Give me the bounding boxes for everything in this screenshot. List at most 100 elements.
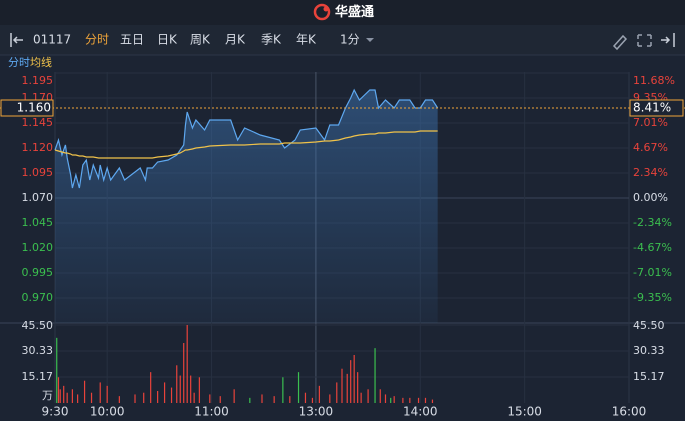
tab[interactable]: 五日 xyxy=(120,33,144,47)
tab[interactable]: 周K xyxy=(190,33,211,47)
y2-tick-label: 4.67% xyxy=(633,141,668,154)
y-tick-label: 1.045 xyxy=(22,216,54,229)
x-tick-label: 14:00 xyxy=(403,405,438,419)
collapse-icon[interactable] xyxy=(10,33,23,47)
tab-bar: 分时 五日 日K 周K 月K 季K 年K xyxy=(85,33,317,47)
volume-bar xyxy=(57,377,60,403)
volume-tick-label: 30.33 xyxy=(22,344,54,357)
tab[interactable]: 月K xyxy=(225,33,246,47)
volume-bar xyxy=(183,343,185,403)
y2-tick-label: -7.01% xyxy=(633,266,672,279)
volume-bar xyxy=(329,394,331,403)
y2-tick-label: -9.35% xyxy=(633,291,672,304)
volume-bar xyxy=(273,396,275,403)
volume-bar xyxy=(289,396,291,403)
volume-bar xyxy=(179,375,181,403)
y2-tick-label: 0.00% xyxy=(633,191,668,204)
volume-bar xyxy=(318,385,320,403)
volume-bar xyxy=(71,389,73,403)
y-tick-label: 0.970 xyxy=(22,291,54,304)
x-tick-label: 15:00 xyxy=(507,405,542,419)
toolbar xyxy=(0,25,685,55)
volume-bar xyxy=(186,325,188,403)
volume-bar xyxy=(304,392,307,403)
draw-icon[interactable] xyxy=(612,34,628,51)
volume-bar xyxy=(346,373,348,403)
y2-tick-label: 11.68% xyxy=(633,74,675,87)
volume-tick-label: 15.17 xyxy=(22,370,54,383)
volume-bar xyxy=(56,337,58,403)
legend-entry: 均线 xyxy=(30,55,52,69)
last-change-box xyxy=(629,99,684,117)
volume-bar xyxy=(311,397,314,403)
volume-bar xyxy=(90,392,93,403)
volume-bar xyxy=(390,397,392,403)
stock-code: 01117 xyxy=(33,33,71,47)
volume-tick-label: 45.50 xyxy=(22,319,54,332)
volume-bar xyxy=(106,385,108,403)
volume-bar xyxy=(261,394,263,403)
interval-select[interactable]: 1分 xyxy=(340,33,360,47)
fullscreen-icon[interactable] xyxy=(637,34,652,47)
volume-bar xyxy=(341,368,343,403)
volume-bar xyxy=(150,372,152,403)
volume-bar xyxy=(336,382,338,403)
x-tick-label: 11:00 xyxy=(194,405,229,419)
volume-bar xyxy=(157,391,159,403)
volume-bar xyxy=(99,382,101,403)
volume-bar xyxy=(384,394,387,403)
volume-bar xyxy=(209,394,211,403)
tab[interactable]: 日K xyxy=(157,33,178,47)
volume-unit: 万 xyxy=(42,389,53,402)
volume-bar xyxy=(402,397,404,403)
volume-tick-label: 45.50 xyxy=(633,319,665,332)
volume-bar xyxy=(59,389,61,403)
volume-tick-label: 30.33 xyxy=(633,344,665,357)
volume-bar xyxy=(219,396,221,403)
volume-bar xyxy=(379,389,381,403)
volume-bar xyxy=(367,389,369,403)
y2-tick-label: 2.34% xyxy=(633,166,668,179)
y-tick-label: 0.995 xyxy=(22,266,54,279)
volume-bar xyxy=(297,372,300,403)
header-bar xyxy=(0,0,685,25)
volume-bar xyxy=(143,392,145,403)
volume-bar xyxy=(77,394,79,403)
last-price-label: 1.160 xyxy=(17,101,51,115)
volume-bar xyxy=(357,372,359,403)
x-tick-label: 16:00 xyxy=(612,405,647,419)
average-line xyxy=(54,130,438,159)
price-line xyxy=(54,88,439,189)
y-tick-label: 1.195 xyxy=(22,74,54,87)
y-tick-label: 1.020 xyxy=(22,241,54,254)
volume-bar xyxy=(190,375,192,403)
volume-bar xyxy=(176,365,178,403)
last-change-label: 8.41% xyxy=(633,100,671,114)
volume-bar xyxy=(66,392,68,403)
volume-bar xyxy=(353,355,355,403)
y-tick-label: 1.095 xyxy=(22,166,54,179)
expand-icon[interactable] xyxy=(661,33,675,47)
volume-bar xyxy=(193,392,195,403)
volume-bar xyxy=(134,394,136,403)
volume-bar xyxy=(198,377,200,403)
dropdown-caret[interactable] xyxy=(366,38,374,42)
price-area xyxy=(55,90,438,323)
volume-bar xyxy=(431,399,434,403)
volume-bar xyxy=(424,397,427,403)
volume-bar xyxy=(374,348,376,403)
x-tick-label: 10:00 xyxy=(90,405,125,419)
x-tick-label: 13:00 xyxy=(299,405,334,419)
y2-tick-label: -2.34% xyxy=(633,216,672,229)
chart: 分时 均线1.1951.1701.1451.1201.0951.0701.0451… xyxy=(0,55,685,419)
tab[interactable]: 季K xyxy=(261,33,282,47)
tab[interactable]: 分时 xyxy=(85,33,109,47)
logo-icon xyxy=(313,3,331,21)
volume-bar xyxy=(83,380,86,403)
y2-tick-label: -4.67% xyxy=(633,241,672,254)
volume-bar xyxy=(409,397,411,403)
tab[interactable]: 年K xyxy=(296,33,317,47)
y-tick-label: 1.070 xyxy=(22,191,54,204)
volume-tick-label: 15.17 xyxy=(633,370,665,383)
volume-bar xyxy=(118,396,120,403)
